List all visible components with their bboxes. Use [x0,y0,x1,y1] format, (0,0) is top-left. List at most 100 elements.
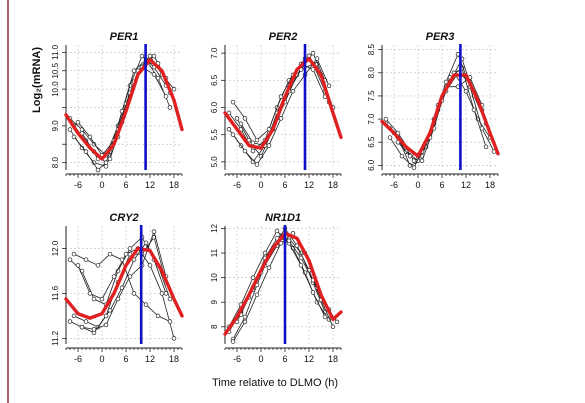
individual-point [159,291,165,296]
individual-point [483,144,489,150]
fit-curve [223,56,343,150]
individual-point [143,240,149,246]
individual-point [103,313,109,319]
individual-point [322,314,328,320]
panel-per3: PER3 -6 0 6 12 18 6.0 6.5 7.0 7.5 8.0 8.5 [367,31,500,190]
individual-point [131,68,137,73]
individual-point [147,263,153,268]
y-tick-label: 5.0 [210,156,219,168]
panel-nr1d1: NR1D1 -6 0 6 12 18 8 9 10 11 12 [210,212,343,364]
x-tick-label: 12 [304,180,314,190]
y-tick-label: 11.6 [51,285,60,301]
x-tick-label: -6 [74,354,82,364]
individual-point [127,274,133,279]
individual-point [83,149,89,154]
individual-point [75,119,81,125]
panel-cry2: CRY2 -6 0 6 12 18 11.2 11.6 12.0 [51,212,184,364]
x-tick-label: 0 [258,354,263,364]
x-tick-label: 12 [145,354,155,364]
individual-point [83,257,89,262]
y-tick-label: 12.0 [51,240,60,256]
individual-point [471,107,477,113]
y-tick-label: 8.0 [51,157,60,169]
individual-point [131,257,137,262]
y-tick-label: 6.0 [210,101,219,113]
x-tick-label: 12 [461,180,471,190]
individual-point [262,250,268,256]
x-tick-label: 6 [123,180,128,190]
individual-point [119,257,125,262]
panel-per1: PER1 -6 0 6 12 18 8.0 9.0 10.0 10.5 11.0 [51,31,184,190]
y-tick-label: 7.5 [367,90,376,102]
individual-point [242,116,248,121]
chart-panels: PER1 -6 0 6 12 18 8.0 9.0 10.0 10.5 11.0 PER2 -6 0 6 12… [51,31,500,364]
individual-point [103,322,109,328]
individual-point [151,229,157,234]
individual-point [67,257,73,262]
y-tick-label: 6.0 [367,159,376,171]
fit-curve [64,246,184,320]
y-tick-label: 10.5 [51,62,60,78]
individual-point [71,251,77,257]
individual-point [171,336,177,341]
individual-point [79,324,85,330]
individual-point [242,319,248,325]
individual-point [290,88,296,94]
individual-point [171,86,177,92]
individual-point [230,132,236,137]
individual-point [103,160,109,165]
x-tick-label: -6 [233,354,241,364]
y-tick-label: 11.0 [51,44,60,60]
individual-point [298,255,304,261]
individual-point [250,275,256,280]
individual-point [443,79,449,85]
individual-point [326,83,332,89]
x-tick-label: 18 [485,180,495,190]
individual-point [87,134,93,140]
individual-point [278,94,284,99]
fit-curve [380,73,500,158]
x-tick-label: 12 [145,180,155,190]
individual-point [71,134,77,140]
individual-point [167,319,173,324]
individual-point [274,228,280,234]
individual-point [286,238,292,244]
individual-point [407,153,413,159]
individual-point [314,56,320,61]
individual-point [95,167,101,173]
panel-title: PER1 [110,31,139,43]
y-tick-label: 10 [210,273,219,282]
y-tick-label: 9.0 [51,120,60,132]
individual-point [107,251,113,257]
individual-point [167,105,173,110]
individual-point [95,263,101,268]
x-tick-label: 0 [415,180,420,190]
individual-point [254,137,260,143]
x-axis-label: Time relative to DLMO (h) [212,377,338,389]
individual-point [330,324,336,330]
individual-point [151,53,157,59]
y-tick-label: 8.5 [367,44,376,56]
individual-point [103,164,109,169]
individual-point [230,339,236,344]
individual-point [230,99,236,105]
individual-point [67,127,73,132]
x-tick-label: 6 [123,354,128,364]
individual-point [234,116,240,121]
individual-point [411,165,417,170]
x-tick-label: -6 [390,180,398,190]
individual-point [250,148,256,154]
individual-point [294,243,300,248]
x-tick-label: 18 [169,354,179,364]
individual-point [79,145,85,151]
individual-point [419,158,425,163]
individual-point [298,263,304,268]
individual-point [143,302,149,307]
panel-title: CRY2 [109,212,138,224]
individual-point [266,143,272,148]
individual-point [226,126,232,132]
x-tick-label: 0 [99,354,104,364]
individual-point [123,251,129,257]
individual-point [238,121,244,127]
